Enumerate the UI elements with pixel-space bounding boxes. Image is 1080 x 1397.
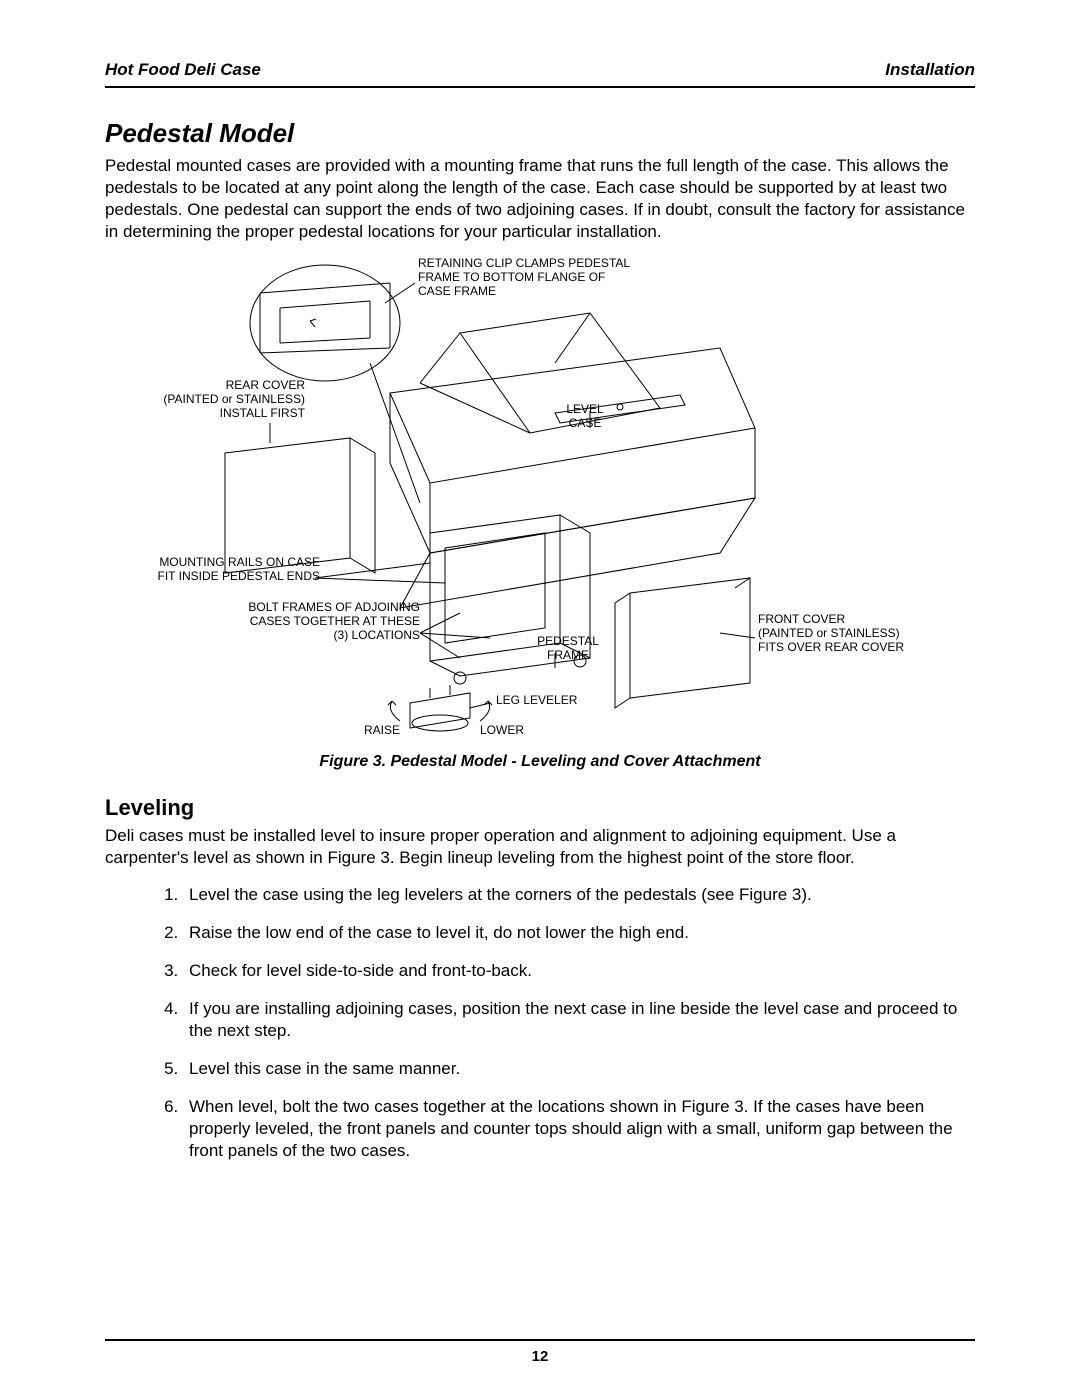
callout-bolt-frames: BOLT FRAMES OF ADJOINING CASES TOGETHER … (210, 601, 420, 642)
callout-lower: LOWER (480, 724, 540, 738)
pedestal-intro-paragraph: Pedestal mounted cases are provided with… (105, 155, 975, 243)
figure-caption: Figure 3. Pedestal Model - Leveling and … (105, 753, 975, 771)
leveling-steps-list: Level the case using the leg levelers at… (105, 884, 975, 1163)
leveling-step: Level the case using the leg levelers at… (183, 884, 975, 906)
leveling-intro-paragraph: Deli cases must be installed level to in… (105, 825, 975, 869)
figure-pedestal-diagram: RETAINING CLIP CLAMPS PEDESTAL FRAME TO … (160, 253, 920, 743)
header-left: Hot Food Deli Case (105, 60, 261, 80)
callout-level-case: LEVEL CASE (555, 403, 615, 431)
leveling-step: Check for level side-to-side and front-t… (183, 960, 975, 982)
callout-mounting-rails: MOUNTING RAILS ON CASE FIT INSIDE PEDEST… (130, 556, 320, 584)
footer-rule (105, 1339, 975, 1341)
page-number: 12 (0, 1348, 1080, 1365)
subheading-leveling: Leveling (105, 795, 975, 821)
page: Hot Food Deli Case Installation Pedestal… (0, 0, 1080, 1397)
pedestal-diagram-svg (160, 253, 920, 743)
callout-retaining-clip: RETAINING CLIP CLAMPS PEDESTAL FRAME TO … (418, 257, 648, 298)
callout-pedestal-frame: PEDESTAL FRAME (528, 635, 608, 663)
callout-front-cover: FRONT COVER (PAINTED or STAINLESS) FITS … (758, 613, 918, 654)
section-title-pedestal-model: Pedestal Model (105, 118, 975, 149)
page-header: Hot Food Deli Case Installation (105, 60, 975, 86)
callout-rear-cover: REAR COVER (PAINTED or STAINLESS) INSTAL… (140, 379, 305, 420)
callout-raise: RAISE (355, 724, 400, 738)
leveling-step: If you are installing adjoining cases, p… (183, 998, 975, 1042)
header-right: Installation (885, 60, 975, 80)
leveling-step: When level, bolt the two cases together … (183, 1096, 975, 1162)
leveling-step: Level this case in the same manner. (183, 1058, 975, 1080)
callout-leg-leveler: LEG LEVELER (496, 694, 596, 708)
leveling-step: Raise the low end of the case to level i… (183, 922, 975, 944)
header-rule (105, 86, 975, 88)
